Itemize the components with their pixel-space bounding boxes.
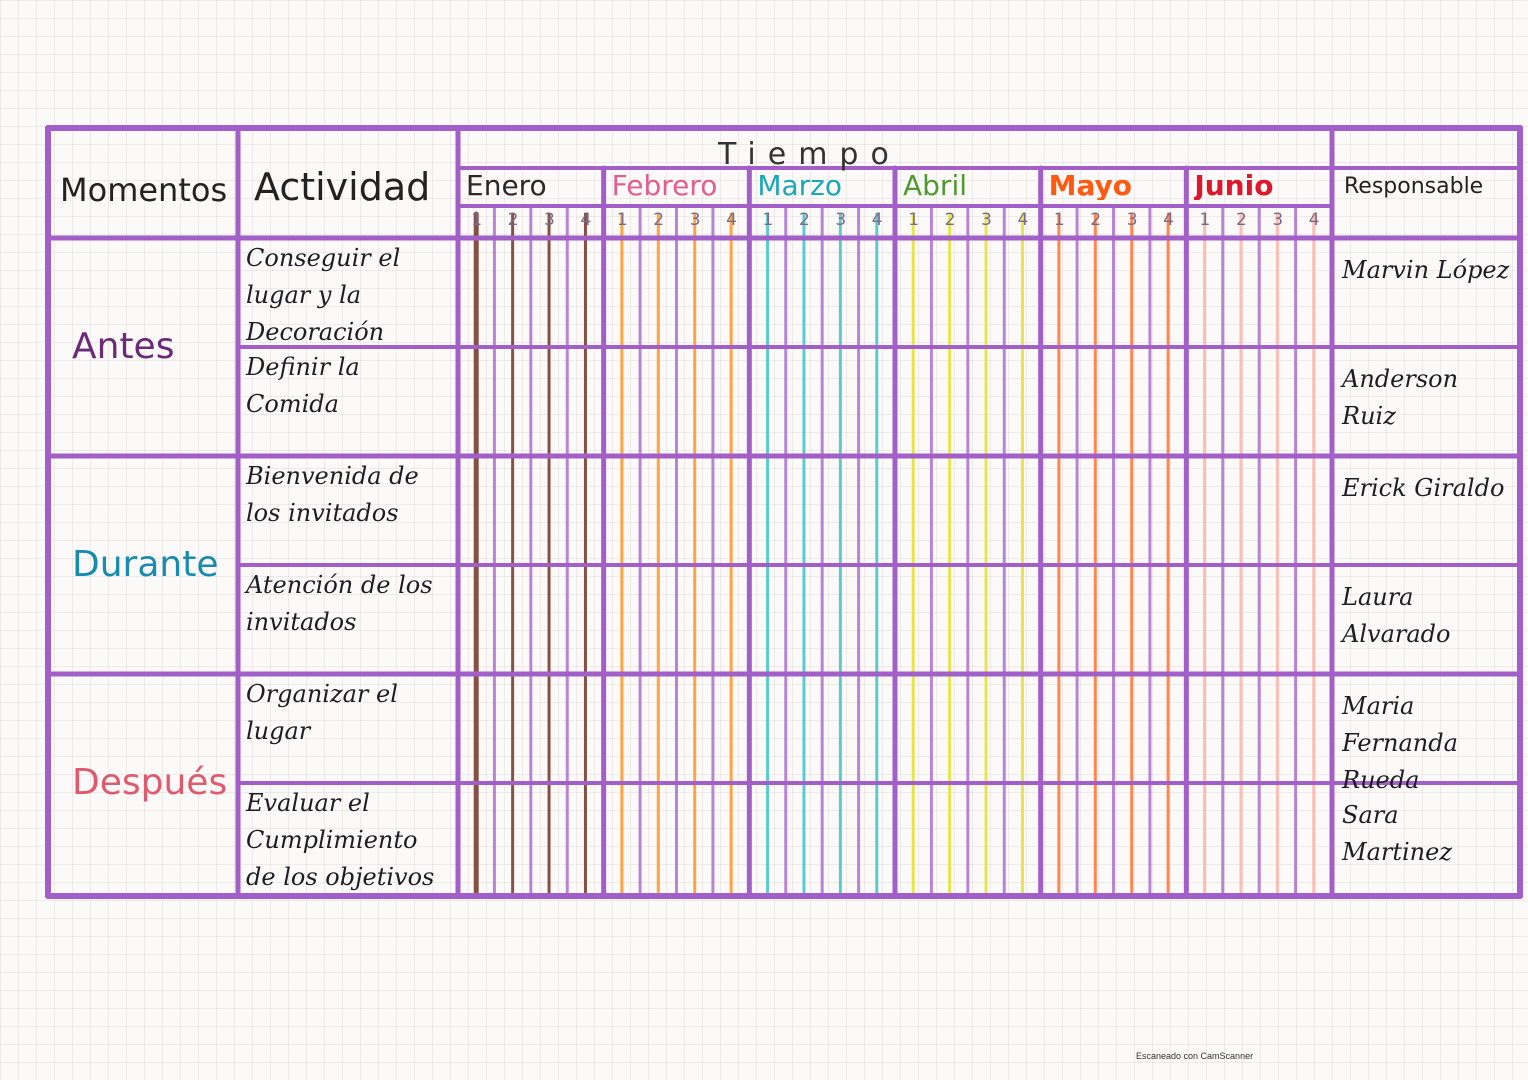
week-number-4: 4 — [580, 210, 592, 230]
month-label-febrero: Febrero — [611, 172, 718, 200]
schedule-table: Momentos Actividad Tiempo Responsable Enero 1… — [45, 125, 1523, 899]
week-number-4: 4 — [726, 210, 737, 230]
moment-label-1: Antes — [72, 326, 175, 367]
week-number-1: 1 — [471, 210, 483, 230]
week-number-1: 1 — [1053, 210, 1065, 230]
month-label-abril: Abril — [903, 172, 967, 200]
week-number-3: 3 — [689, 210, 701, 230]
week-number-1: 1 — [616, 210, 628, 230]
responsable-cell-1: Marvin López — [1342, 256, 1510, 284]
month-label-marzo: Marzo — [757, 172, 842, 200]
activity-cell-6: Evaluar el Cumplimiento de los objetivos — [246, 789, 435, 891]
activity-cell-4: Atención de los invitados — [246, 571, 433, 636]
header-momentos: Momentos — [60, 171, 228, 209]
week-number-4: 4 — [1017, 210, 1029, 230]
week-number-4: 4 — [1308, 210, 1320, 230]
responsable-cell-6: Sara Martinez — [1342, 801, 1452, 866]
moment-label-3: Después — [72, 762, 228, 803]
scanner-watermark: Escaneado con CamScanner — [1136, 1051, 1254, 1061]
week-number-2: 2 — [1235, 210, 1247, 230]
activity-cell-3: Bienvenida de los invitados — [246, 462, 419, 527]
week-number-3: 3 — [1272, 210, 1284, 230]
month-label-junio: Junio — [1194, 172, 1274, 200]
header-responsable: Responsable — [1344, 174, 1484, 199]
week-number-4: 4 — [871, 210, 883, 230]
week-number-2: 2 — [798, 210, 810, 230]
week-number-3: 3 — [835, 210, 847, 230]
header-actividad: Actividad — [254, 165, 431, 209]
activity-cell-2: Definir la Comida — [246, 353, 360, 418]
week-number-2: 2 — [944, 210, 956, 230]
responsable-cell-5: Maria Fernanda Rueda — [1342, 692, 1458, 794]
month-label-mayo: Mayo — [1048, 172, 1133, 200]
responsable-cell-2: Anderson Ruiz — [1342, 365, 1459, 430]
week-number-3: 3 — [981, 210, 992, 230]
week-number-3: 3 — [1126, 210, 1138, 230]
month-label-enero: Enero — [466, 172, 547, 200]
moment-label-2: Durante — [72, 544, 219, 585]
week-number-3: 3 — [544, 210, 555, 230]
responsable-cell-4: Laura Alvarado — [1342, 583, 1451, 648]
week-number-4: 4 — [1163, 210, 1174, 230]
header-tiempo: Tiempo — [718, 137, 901, 172]
responsable-cell-3: Erick Giraldo — [1342, 474, 1505, 502]
activity-cell-1: Conseguir el lugar y la Decoración — [246, 244, 401, 346]
week-number-1: 1 — [908, 210, 920, 230]
week-number-2: 2 — [1090, 210, 1102, 230]
week-number-1: 1 — [1199, 210, 1211, 230]
activity-cell-5: Organizar el lugar — [246, 680, 398, 745]
week-number-2: 2 — [507, 210, 519, 230]
week-number-2: 2 — [653, 210, 665, 230]
table-grid — [45, 125, 1523, 899]
week-number-1: 1 — [762, 210, 774, 230]
